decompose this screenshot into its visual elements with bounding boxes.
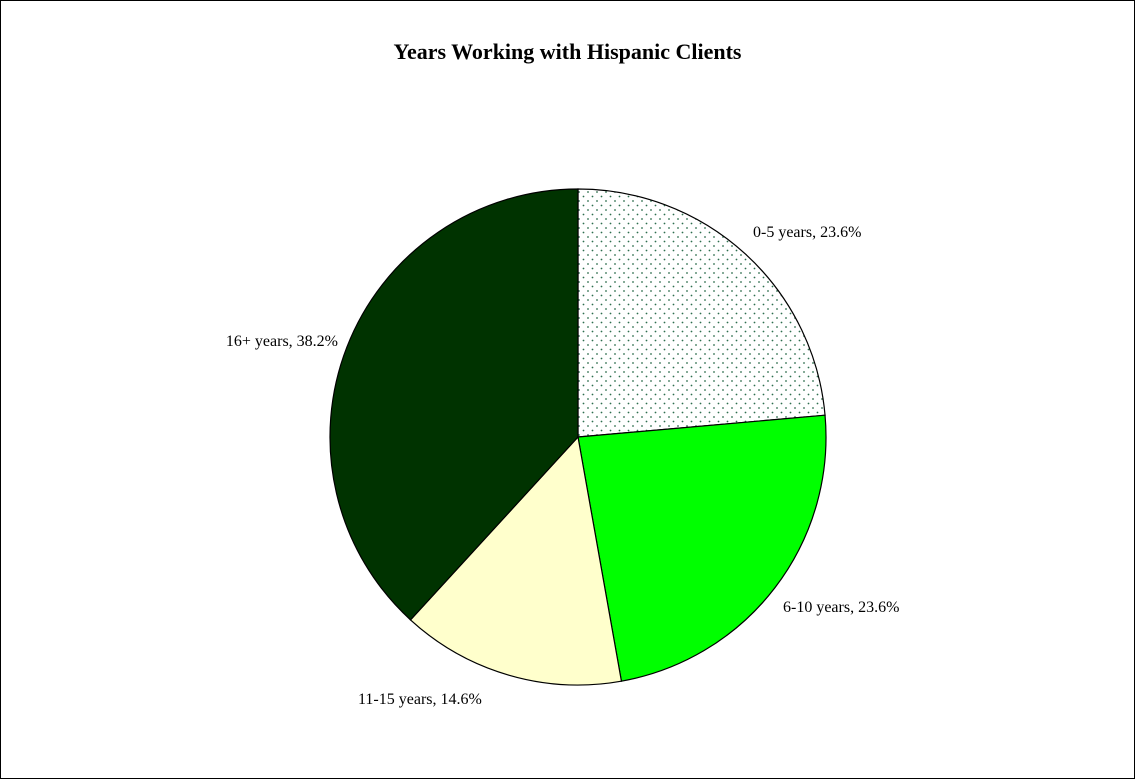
chart-title: Years Working with Hispanic Clients	[393, 39, 742, 64]
slice-label-0-5-years: 0-5 years, 23.6%	[753, 224, 861, 241]
slice-label-16-years: 16+ years, 38.2%	[226, 333, 338, 350]
slice-label-11-15-years: 11-15 years, 14.6%	[358, 691, 482, 708]
slice-label-6-10-years: 6-10 years, 23.6%	[783, 599, 899, 616]
pie-slice-11-15-years	[409, 435, 623, 686]
pie-slice-0-5-years	[577, 188, 826, 438]
pie-slice-6-10-years	[577, 414, 827, 682]
pie-slice-16-years	[329, 188, 579, 621]
